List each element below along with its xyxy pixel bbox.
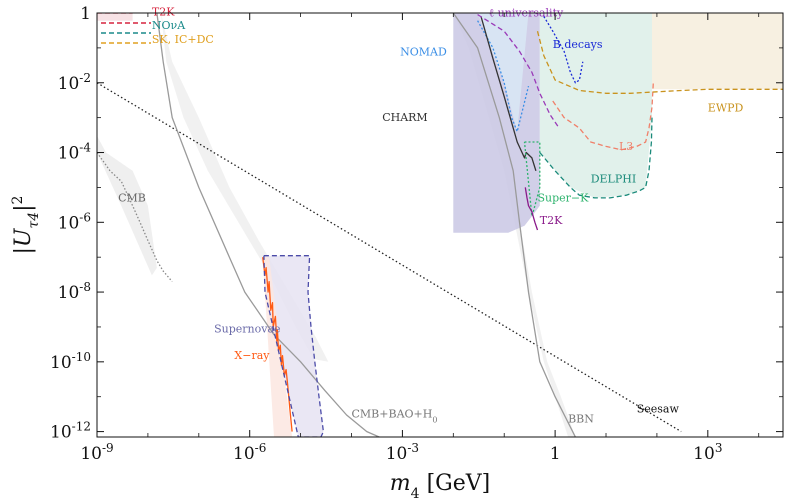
series-seesaw bbox=[97, 82, 682, 433]
y-tick-label: 1 bbox=[80, 4, 91, 24]
x-tick-label: 1 bbox=[550, 444, 561, 464]
series-ewpd bbox=[536, 31, 783, 94]
y-tick-label: 10-4 bbox=[58, 141, 92, 164]
y-tick-label: 10-10 bbox=[50, 350, 91, 373]
series-cmb-bao-h0 bbox=[156, 13, 380, 437]
plot-frame bbox=[96, 12, 784, 438]
annotation-t2k: T2K bbox=[540, 214, 563, 227]
annotation-cmb: CMB bbox=[118, 191, 146, 204]
annotation-super-k: Super−K bbox=[538, 191, 590, 204]
x-tick-label: 10-6 bbox=[233, 441, 266, 464]
x-tick-label: 10-3 bbox=[386, 441, 419, 464]
region-neutrino-oscillation-region bbox=[97, 13, 133, 21]
y-axis-title: |Uτ4|2 bbox=[10, 196, 42, 255]
series-delphi bbox=[539, 117, 653, 199]
y-tick-label: 10-8 bbox=[58, 280, 91, 303]
annotation-nomad: NOMAD bbox=[400, 46, 447, 59]
annotation-no-a: NOνA bbox=[152, 19, 186, 32]
x-tick-label: 10-9 bbox=[80, 441, 113, 464]
annotation-ewpd: EWPD bbox=[708, 102, 744, 115]
series-nomad bbox=[477, 20, 530, 133]
annotation-charm: CHARM bbox=[382, 111, 428, 124]
annotation-b-decays: B decays bbox=[553, 38, 603, 51]
x-axis-title: m4 [GeV] bbox=[390, 471, 490, 501]
series-supernovae bbox=[263, 255, 325, 437]
annotation-l3: L3 bbox=[619, 140, 633, 153]
annotation-bbn: BBN bbox=[568, 413, 594, 426]
annotation-cmb-bao-h-0: CMB+BAO+H0 bbox=[352, 408, 438, 425]
annotation-x-ray: X−ray bbox=[234, 349, 270, 362]
region-delphi-region bbox=[539, 13, 652, 198]
axis-labels-layer: m4 [GeV] |Uτ4|2 bbox=[10, 196, 490, 501]
series-layer bbox=[97, 13, 783, 437]
series-super-k bbox=[523, 141, 541, 217]
annotation-seesaw: Seesaw bbox=[637, 403, 680, 416]
region-ewpd-region bbox=[652, 13, 783, 90]
regions-layer bbox=[97, 13, 783, 437]
legend bbox=[101, 22, 151, 44]
y-tick-label: 10-6 bbox=[58, 210, 91, 233]
x-tick-label: 103 bbox=[693, 441, 722, 464]
annotation-supernovae: Supernovae bbox=[214, 322, 280, 335]
annotation-delphi: DELPHI bbox=[591, 172, 637, 185]
region-cmb-band bbox=[97, 135, 157, 276]
annotation-sk-ic-dc: SK, IC+DC bbox=[152, 33, 214, 46]
series-b-decays bbox=[543, 16, 584, 84]
annotation-t2k: T2K bbox=[152, 6, 175, 19]
y-tick-label: 10-2 bbox=[58, 71, 91, 94]
series-t2k bbox=[524, 187, 539, 231]
series-x-ray bbox=[262, 257, 293, 432]
series-bbn bbox=[452, 13, 576, 437]
series-charm bbox=[480, 16, 537, 171]
series-l3 bbox=[552, 82, 654, 151]
y-tick-label: 10-12 bbox=[50, 420, 91, 443]
series-universality bbox=[477, 14, 560, 129]
